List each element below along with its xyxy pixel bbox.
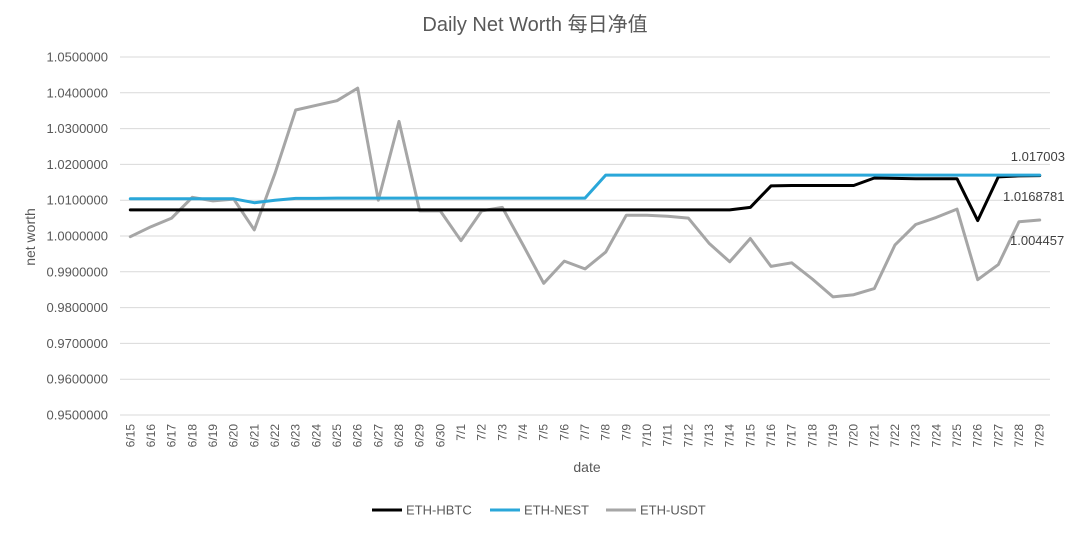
y-tick-label: 1.0100000 — [47, 193, 108, 208]
gridlines — [120, 56, 1050, 416]
x-tick-label: 7/15 — [743, 424, 757, 448]
x-tick-label: 6/28 — [392, 424, 406, 448]
legend: ETH-HBTC ETH-NEST ETH-USDT — [372, 503, 706, 518]
legend-label-eth-hbtc: ETH-HBTC — [406, 503, 472, 518]
x-tick-label: 7/17 — [785, 424, 799, 448]
x-tick-label: 7/21 — [867, 424, 881, 448]
x-tick-label: 6/20 — [227, 424, 241, 448]
x-tick-label: 7/25 — [950, 424, 964, 448]
legend-label-eth-usdt: ETH-USDT — [640, 503, 706, 518]
x-tick-label: 6/19 — [206, 424, 220, 448]
y-tick-label: 0.9900000 — [47, 264, 108, 279]
x-tick-label: 7/23 — [909, 424, 923, 448]
series-line-eth-nest — [128, 173, 1042, 205]
x-tick-label: 6/22 — [268, 424, 282, 448]
y-tick-label: 1.0000000 — [47, 229, 108, 244]
y-axis-ticks: 1.0500000 1.0400000 1.0300000 1.0200000 1.01… — [47, 50, 108, 423]
chart-title: Daily Net Worth 每日净值 — [422, 13, 647, 36]
x-tick-label: 6/23 — [289, 424, 303, 448]
x-tick-label: 6/17 — [165, 424, 179, 448]
series-lines — [128, 86, 1042, 299]
y-tick-label: 1.0500000 — [47, 50, 108, 65]
x-tick-label: 7/9 — [619, 424, 633, 441]
x-tick-label: 6/25 — [330, 424, 344, 448]
x-tick-label: 7/2 — [475, 424, 489, 441]
y-tick-label: 0.9500000 — [47, 408, 108, 423]
y-tick-label: 1.0300000 — [47, 121, 108, 136]
x-tick-label: 7/6 — [557, 424, 571, 441]
x-tick-label: 7/12 — [681, 424, 695, 448]
y-axis-title: net worth — [22, 208, 38, 266]
series-line-eth-usdt — [128, 86, 1042, 299]
x-tick-label: 6/30 — [433, 424, 447, 448]
y-tick-label: 1.0400000 — [47, 85, 108, 100]
x-tick-label: 7/3 — [495, 424, 509, 441]
x-tick-label: 7/14 — [723, 424, 737, 448]
x-tick-label: 7/5 — [537, 424, 551, 441]
x-tick-label: 7/10 — [640, 424, 654, 448]
end-value-label: 1.0168781 — [1003, 189, 1064, 204]
x-tick-label: 7/7 — [578, 424, 592, 441]
x-tick-label: 7/20 — [847, 424, 861, 448]
end-value-label: 1.004457 — [1010, 233, 1064, 248]
x-axis-ticks: 6/15 6/16 6/17 6/18 6/19 6/20 6/21 6/22 6/23 6/24… — [123, 424, 1046, 448]
x-tick-label: 7/22 — [888, 424, 902, 448]
x-tick-label: 6/15 — [123, 424, 137, 448]
x-tick-label: 6/24 — [309, 424, 323, 448]
y-tick-label: 0.9700000 — [47, 336, 108, 351]
x-tick-label: 7/1 — [454, 424, 468, 441]
x-tick-label: 7/24 — [929, 424, 943, 448]
x-tick-label: 7/27 — [991, 424, 1005, 448]
x-axis-title: date — [573, 459, 600, 475]
x-tick-label: 6/21 — [247, 424, 261, 448]
end-value-labels: 1.017003 1.0168781 1.004457 — [1003, 149, 1065, 248]
x-tick-label: 7/18 — [805, 424, 819, 448]
legend-label-eth-nest: ETH-NEST — [524, 503, 589, 518]
x-tick-label: 6/16 — [144, 424, 158, 448]
x-tick-label: 6/18 — [185, 424, 199, 448]
x-tick-label: 6/27 — [371, 424, 385, 448]
x-tick-label: 7/8 — [599, 424, 613, 441]
x-tick-label: 7/29 — [1033, 424, 1047, 448]
x-tick-label: 7/19 — [826, 424, 840, 448]
x-tick-label: 7/13 — [702, 424, 716, 448]
y-tick-label: 1.0200000 — [47, 157, 108, 172]
x-tick-label: 7/28 — [1012, 424, 1026, 448]
y-tick-label: 0.9600000 — [47, 372, 108, 387]
end-value-label: 1.017003 — [1011, 149, 1065, 164]
series-line-eth-hbtc — [128, 174, 1042, 223]
y-tick-label: 0.9800000 — [47, 300, 108, 315]
x-tick-label: 7/11 — [661, 424, 675, 447]
x-tick-label: 6/26 — [351, 424, 365, 448]
x-tick-label: 7/16 — [764, 424, 778, 448]
x-tick-label: 6/29 — [413, 424, 427, 448]
x-tick-label: 7/4 — [516, 424, 530, 441]
x-tick-label: 7/26 — [971, 424, 985, 448]
